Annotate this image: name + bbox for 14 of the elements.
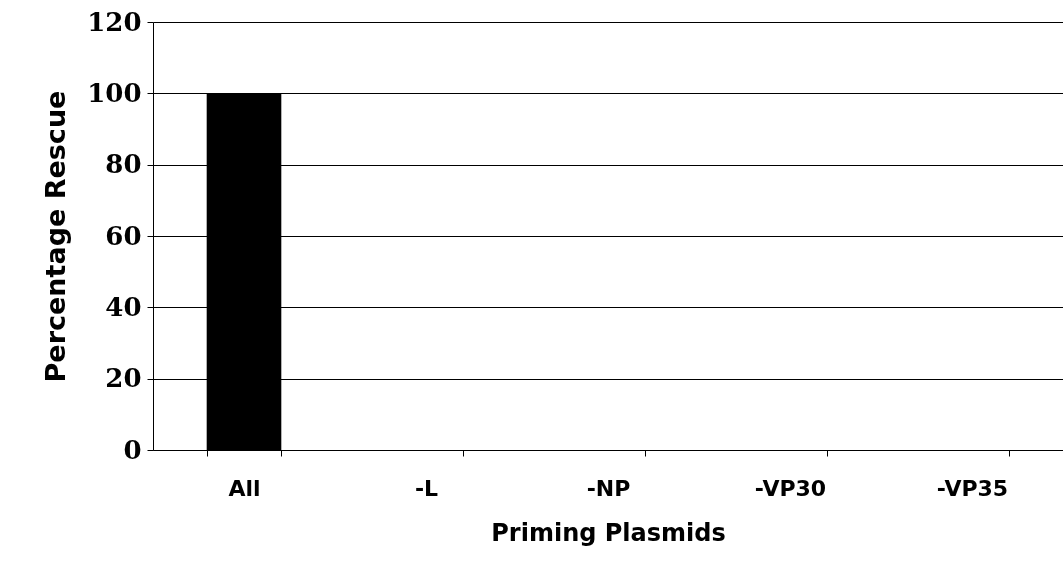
y-tick-label: 60 xyxy=(105,220,142,251)
x-tick-label: All xyxy=(228,475,261,501)
y-tick-label: 20 xyxy=(105,363,142,394)
x-tick-label: -L xyxy=(414,475,439,501)
y-axis-title: Percentage Rescue xyxy=(40,90,72,383)
y-tick-label: 100 xyxy=(87,77,142,108)
y-tick-label: 0 xyxy=(123,434,142,465)
x-tick-label: -NP xyxy=(586,475,631,501)
y-tick-label: 120 xyxy=(87,6,142,37)
y-tick-label: 40 xyxy=(105,291,142,322)
x-axis-title: Priming Plasmids xyxy=(491,518,726,547)
x-tick-label: -VP35 xyxy=(936,475,1009,501)
x-tick-label: -VP30 xyxy=(754,475,827,501)
y-tick-label: 80 xyxy=(105,149,142,180)
